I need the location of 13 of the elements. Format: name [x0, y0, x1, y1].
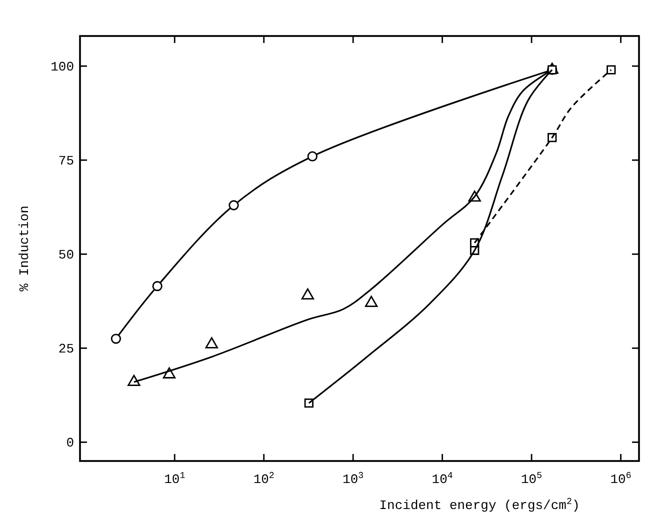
- x-tick-label: 10$^{4}$: [432, 470, 453, 487]
- y-tick-label: 25: [58, 342, 74, 357]
- x-axis-title: Incident energy (ergs/cm$^{2}$): [379, 496, 580, 513]
- y-tick-label: 50: [58, 248, 74, 263]
- y-tick-label: 0: [66, 436, 74, 451]
- x-tick-label: 10$^{2}$: [253, 470, 274, 487]
- x-tick-label: 10$^{1}$: [164, 470, 186, 487]
- x-tick-label: 10$^{5}$: [521, 470, 542, 487]
- y-tick-label: 75: [58, 154, 74, 169]
- x-tick-label: 10$^{3}$: [342, 470, 364, 487]
- x-tick-label: 10$^{6}$: [610, 470, 632, 487]
- y-tick-label: 100: [50, 60, 74, 75]
- y-axis-title: % Induction: [17, 206, 32, 292]
